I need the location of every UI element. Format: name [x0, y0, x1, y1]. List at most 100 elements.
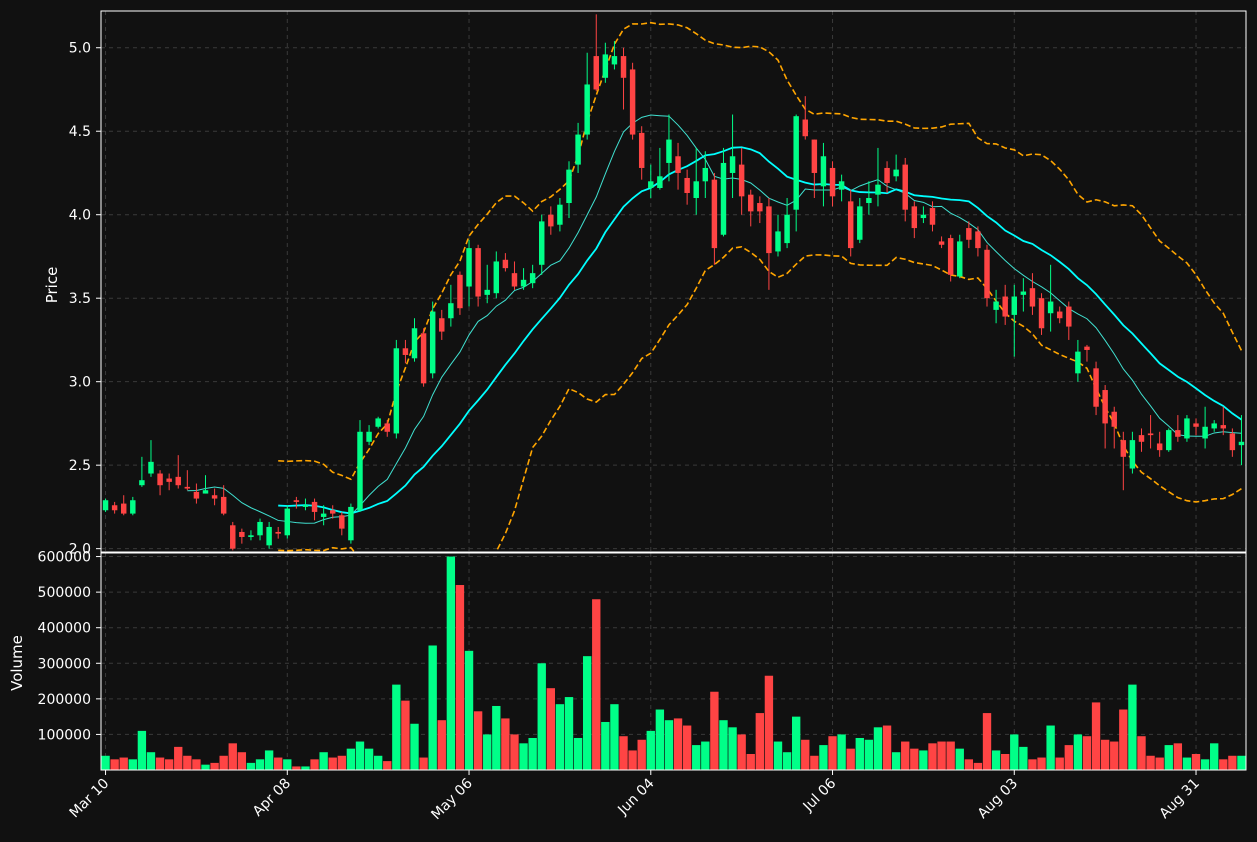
candle-body [575, 134, 581, 165]
candle-body [866, 198, 872, 204]
candle-body [1093, 368, 1099, 407]
candle-body [493, 261, 500, 294]
volume-bar [773, 741, 783, 770]
volume-bar [137, 730, 147, 770]
volume-panel-bg [101, 553, 1246, 770]
candle-body [1038, 298, 1045, 329]
volume-bar [655, 709, 665, 770]
volume-bar [673, 718, 683, 770]
candle-body [938, 241, 945, 245]
candle-body [393, 348, 400, 434]
x-tick-label: Aug 31 [1156, 776, 1202, 822]
volume-bar [546, 688, 556, 770]
volume-bar [401, 700, 410, 770]
candle-body [911, 206, 918, 229]
volume-bar [646, 730, 655, 770]
volume-bar [973, 762, 983, 770]
candle-body [1211, 423, 1217, 429]
candle-body [357, 431, 363, 511]
price-tick-label: 3.0 [69, 375, 91, 391]
volume-bar [991, 750, 1001, 770]
volume-bar [1228, 755, 1237, 770]
candle-body [366, 431, 372, 442]
volume-bar [1219, 759, 1228, 770]
volume-bar [628, 750, 637, 770]
candle-body [629, 69, 636, 135]
candle-body [230, 525, 236, 549]
volume-bar [337, 755, 346, 770]
candle-body [511, 273, 518, 287]
volume-bar [192, 759, 201, 770]
candle-body [975, 231, 981, 249]
candle-body [1220, 425, 1227, 429]
candle-body [957, 241, 963, 277]
volume-bar [373, 755, 383, 770]
grid [101, 11, 1246, 770]
candle-body [130, 500, 136, 514]
volume-bar [1110, 741, 1119, 770]
volume-bar [701, 741, 710, 770]
volume-bar [873, 727, 883, 770]
volume-bar [737, 734, 746, 770]
candle-body [320, 513, 327, 517]
candle-body [1120, 440, 1127, 457]
volume-bar [392, 684, 401, 770]
candle-body [1011, 296, 1017, 315]
x-tick-label: Jul 06 [800, 775, 840, 815]
candle-body [1166, 430, 1172, 451]
volume-tick-label: 300000 [38, 656, 91, 672]
volume-bar [501, 718, 510, 770]
candle-body [302, 505, 309, 507]
volume-bar [782, 752, 792, 770]
volume-bar [637, 739, 646, 770]
candle-body [675, 156, 681, 173]
volume-bar [601, 721, 610, 770]
candle-body [1102, 390, 1108, 424]
candle-body [484, 289, 490, 295]
candles [102, 14, 1245, 551]
candle-body [757, 203, 763, 212]
volume-bar [955, 748, 964, 770]
candle-body [284, 508, 291, 536]
volume-bar [1237, 755, 1246, 770]
volume-tick-label: 600000 [38, 550, 91, 566]
candle-body [1156, 443, 1163, 451]
candle-body [175, 476, 181, 486]
volume-bar [128, 759, 137, 770]
price-tick-label: 2.0 [69, 542, 91, 558]
volume-bar [1055, 757, 1064, 770]
candle-body [602, 54, 609, 78]
candle-body [1002, 296, 1008, 317]
volume-bar [492, 705, 501, 770]
volume-bar [682, 725, 692, 770]
bollinger-upper-line [278, 21, 1243, 481]
volume-bar [555, 704, 565, 770]
candle-body [1184, 418, 1190, 439]
candle-body [929, 208, 936, 225]
candle-body [875, 184, 881, 195]
candle-body [466, 248, 472, 287]
volume-bar [110, 759, 119, 770]
candle-body [702, 167, 709, 182]
volume-bar [319, 752, 328, 770]
volume-bar [328, 757, 337, 770]
candle-body [1029, 288, 1036, 307]
volume-tick-label: 400000 [38, 621, 91, 637]
volume-bar [964, 759, 974, 770]
volume-bar [437, 720, 446, 770]
candle-body [1056, 311, 1063, 319]
volume-bar [837, 734, 846, 770]
candle-body [648, 181, 654, 188]
volume-bar [455, 585, 465, 770]
candle-body [420, 333, 427, 384]
candle-body [775, 231, 781, 252]
candle-body [220, 496, 227, 514]
candle-body [539, 221, 545, 265]
candle-body [548, 214, 554, 227]
volume-bar [355, 741, 365, 770]
candle-body [738, 164, 745, 197]
candle-body [766, 206, 772, 254]
candle-body [611, 56, 618, 65]
volume-bar [446, 556, 456, 770]
